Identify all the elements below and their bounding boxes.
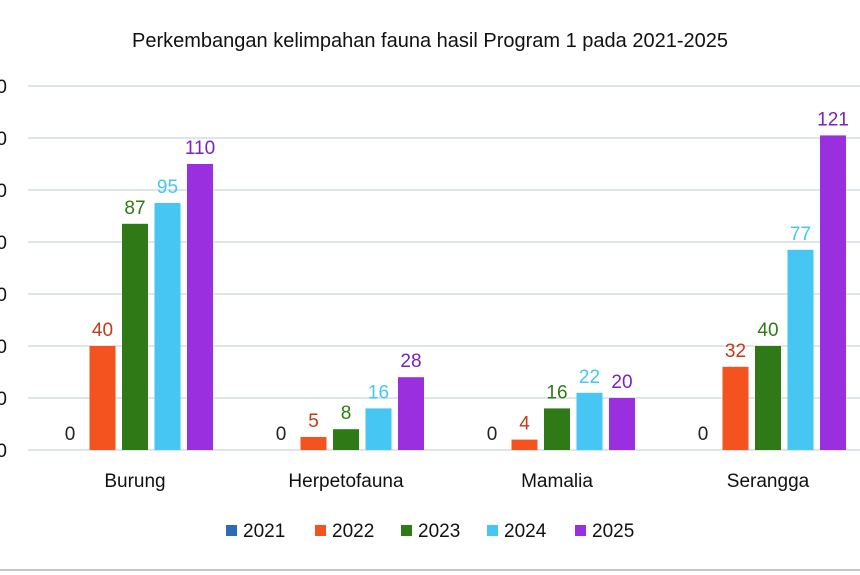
bar-serangga-2022 (722, 366, 749, 450)
y-tick-label: 20 (0, 389, 7, 410)
y-tick-label: 40 (0, 337, 7, 358)
data-label: 20 (611, 372, 632, 393)
legend-swatch-2021 (226, 525, 237, 536)
bar-serangga-2023 (755, 346, 781, 450)
bar-mamalia-2025 (609, 398, 635, 450)
bar-mamalia-2023 (544, 408, 570, 450)
y-tick-label: 100 (0, 181, 7, 202)
legend-swatch-2023 (401, 525, 412, 536)
data-label: 22 (579, 367, 600, 388)
y-tick-label: 0 (0, 441, 7, 462)
y-axis-ticks: 0 20 40 60 80 100 120 140 (0, 77, 7, 462)
bar-burung-2023 (122, 223, 148, 450)
data-label: 5 (308, 411, 319, 432)
bar-burung-2025 (187, 164, 213, 450)
data-label: 16 (546, 382, 567, 403)
bars (89, 135, 846, 450)
data-label: 8 (341, 403, 352, 424)
legend-label: 2021 (243, 521, 285, 542)
y-tick-label: 60 (0, 285, 7, 306)
data-label: 87 (124, 198, 145, 219)
bar-mamalia-2024 (576, 392, 603, 450)
x-tick-label: Mamalia (521, 471, 593, 492)
bar-burung-2024 (154, 203, 181, 450)
data-label: 0 (276, 424, 287, 445)
bar-mamalia-2022 (511, 439, 538, 450)
x-tick-label: Burung (104, 471, 165, 492)
legend-label: 2023 (418, 521, 460, 542)
x-tick-label: Serangga (727, 471, 810, 492)
legend-label: 2025 (592, 521, 634, 542)
bar-herpetofauna-2023 (333, 429, 359, 450)
data-label: 0 (65, 424, 76, 445)
bar-serangga-2025 (820, 135, 846, 450)
y-tick-label: 140 (0, 77, 7, 98)
bar-herpetofauna-2024 (365, 408, 392, 450)
legend-swatch-2022 (315, 525, 326, 536)
legend: 2021 2022 2023 2024 2025 (226, 521, 634, 542)
x-tick-label: Herpetofauna (288, 471, 404, 492)
data-label: 0 (487, 424, 498, 445)
chart-title: Perkembangan kelimpahan fauna hasil Prog… (132, 30, 728, 52)
data-label: 28 (400, 351, 421, 372)
legend-swatch-2024 (487, 525, 498, 536)
data-label: 0 (698, 424, 709, 445)
bar-burung-2022 (89, 346, 116, 450)
data-label: 40 (92, 320, 113, 341)
data-label: 16 (368, 382, 389, 403)
data-label: 40 (757, 320, 778, 341)
x-axis-ticks: Burung Herpetofauna Mamalia Serangga (104, 471, 809, 492)
data-label: 110 (185, 138, 215, 159)
bar-serangga-2024 (787, 249, 814, 450)
y-tick-label: 80 (0, 233, 7, 254)
data-label: 32 (725, 341, 746, 362)
bar-herpetofauna-2025 (398, 377, 424, 450)
y-tick-label: 120 (0, 129, 7, 150)
legend-swatch-2025 (575, 525, 586, 536)
data-label: 95 (157, 177, 178, 198)
data-label: 121 (817, 109, 849, 130)
data-label: 4 (519, 414, 530, 435)
bar-herpetofauna-2022 (300, 437, 327, 450)
data-label: 77 (790, 224, 811, 245)
legend-label: 2022 (332, 521, 374, 542)
legend-label: 2024 (504, 521, 547, 542)
